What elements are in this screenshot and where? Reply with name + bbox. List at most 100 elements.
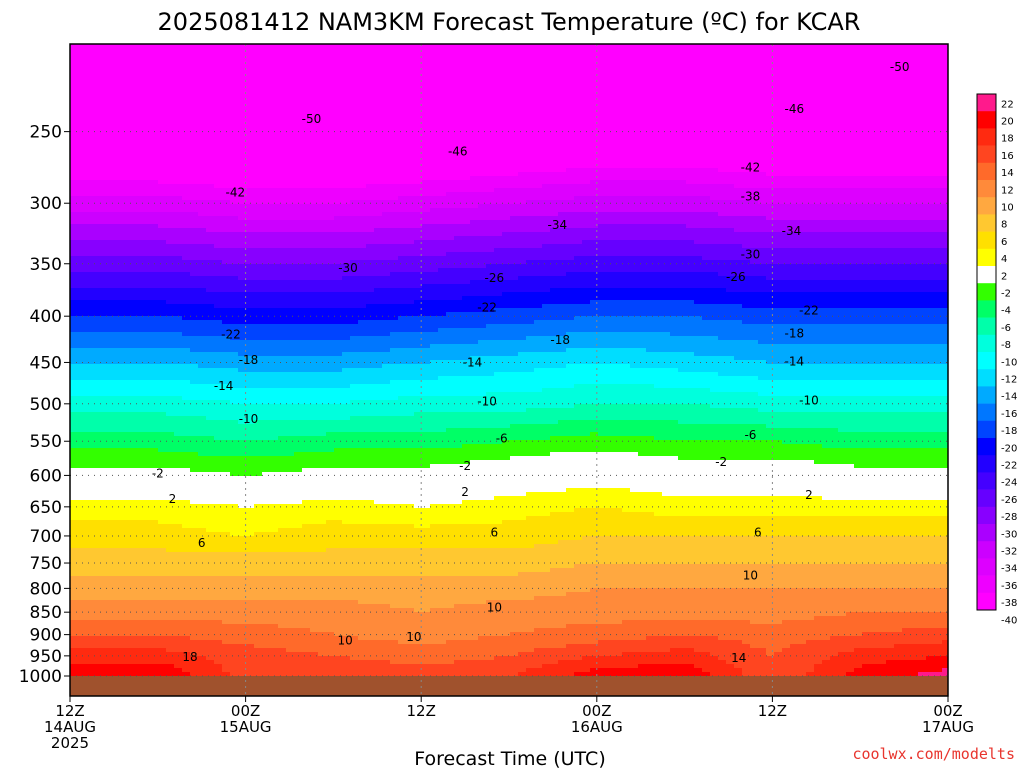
field-cell [118, 500, 127, 521]
field-cell [334, 600, 343, 637]
field-cell [126, 620, 135, 637]
field-cell [606, 488, 615, 509]
field-cell [854, 364, 863, 381]
field-cell [630, 652, 639, 669]
colorbar-label: 14 [1001, 168, 1014, 179]
field-cell [646, 404, 655, 421]
field-cell [646, 168, 655, 181]
colorbar-label: -24 [1001, 478, 1017, 489]
field-cell [94, 548, 103, 577]
field-cell [302, 248, 311, 265]
field-cell [726, 260, 735, 277]
field-cell [902, 324, 911, 345]
field-cell [334, 216, 343, 233]
field-cell [494, 264, 503, 281]
field-cell [302, 356, 311, 373]
contour-label: -46 [785, 102, 805, 116]
field-cell [542, 440, 551, 457]
field-cell [934, 176, 943, 189]
credit-link[interactable]: coolwx.com/modelts [852, 745, 1015, 763]
field-cell [582, 288, 591, 305]
field-cell [638, 436, 647, 457]
field-cell [302, 576, 311, 601]
field-cell [382, 400, 391, 417]
field-cell [286, 600, 295, 629]
field-cell [774, 292, 783, 309]
field-cell [222, 188, 231, 201]
field-cell [262, 532, 271, 553]
field-cell [142, 500, 151, 521]
field-cell [686, 184, 695, 197]
field-cell [806, 588, 815, 621]
field-cell [198, 416, 207, 437]
field-cell [598, 564, 607, 589]
field-cell [718, 356, 727, 377]
field-cell [662, 620, 671, 637]
field-cell [454, 44, 463, 181]
field-cell [550, 388, 559, 409]
field-cell [382, 276, 391, 289]
field-cell [694, 304, 703, 317]
field-cell [774, 516, 783, 537]
field-cell [118, 620, 127, 637]
field-cell [518, 44, 527, 173]
field-cell [454, 180, 463, 193]
field-cell [758, 424, 767, 441]
field-cell [918, 564, 927, 589]
field-cell [286, 436, 295, 457]
field-cell [382, 432, 391, 449]
field-cell [894, 232, 903, 249]
field-cell [870, 468, 879, 501]
field-cell [350, 352, 359, 369]
field-cell [790, 380, 799, 397]
field-cell [846, 500, 855, 517]
field-cell [566, 644, 575, 661]
field-cell [158, 636, 167, 649]
field-cell [310, 632, 319, 653]
colorbar-label: 2 [1001, 271, 1007, 282]
field-cell [598, 212, 607, 225]
field-cell [254, 372, 263, 389]
field-cell [638, 348, 647, 369]
field-cell [70, 520, 79, 549]
field-cell [606, 536, 615, 565]
field-cell [102, 44, 111, 181]
field-cell [734, 232, 743, 245]
field-cell [182, 212, 191, 229]
field-cell [222, 644, 231, 673]
colorbar-swatch [977, 145, 996, 164]
field-cell [70, 636, 79, 649]
field-cell [446, 284, 455, 301]
field-cell [710, 460, 719, 497]
field-cell [350, 188, 359, 201]
field-cell [630, 212, 639, 225]
field-cell [302, 292, 311, 309]
field-cell [494, 428, 503, 445]
field-cell [894, 448, 903, 469]
field-cell [654, 440, 663, 457]
field-cell [174, 244, 183, 257]
field-cell [678, 44, 687, 169]
field-cell [270, 552, 279, 577]
field-cell [310, 652, 319, 696]
field-cell [134, 636, 143, 649]
field-cell [638, 240, 647, 257]
field-cell [750, 376, 759, 393]
field-cell [782, 204, 791, 221]
field-cell [670, 256, 679, 273]
field-cell [878, 564, 887, 589]
field-cell [726, 516, 735, 537]
field-cell [630, 588, 639, 621]
field-cell [334, 636, 343, 657]
field-cell [766, 516, 775, 537]
field-cell [494, 444, 503, 461]
field-cell [254, 188, 263, 205]
field-cell [806, 248, 815, 265]
field-cell [590, 212, 599, 229]
field-cell [366, 640, 375, 661]
field-cell [494, 356, 503, 373]
field-cell [630, 180, 639, 197]
colorbar-label: -8 [1001, 340, 1011, 351]
field-cell [742, 200, 751, 217]
field-cell [630, 536, 639, 565]
